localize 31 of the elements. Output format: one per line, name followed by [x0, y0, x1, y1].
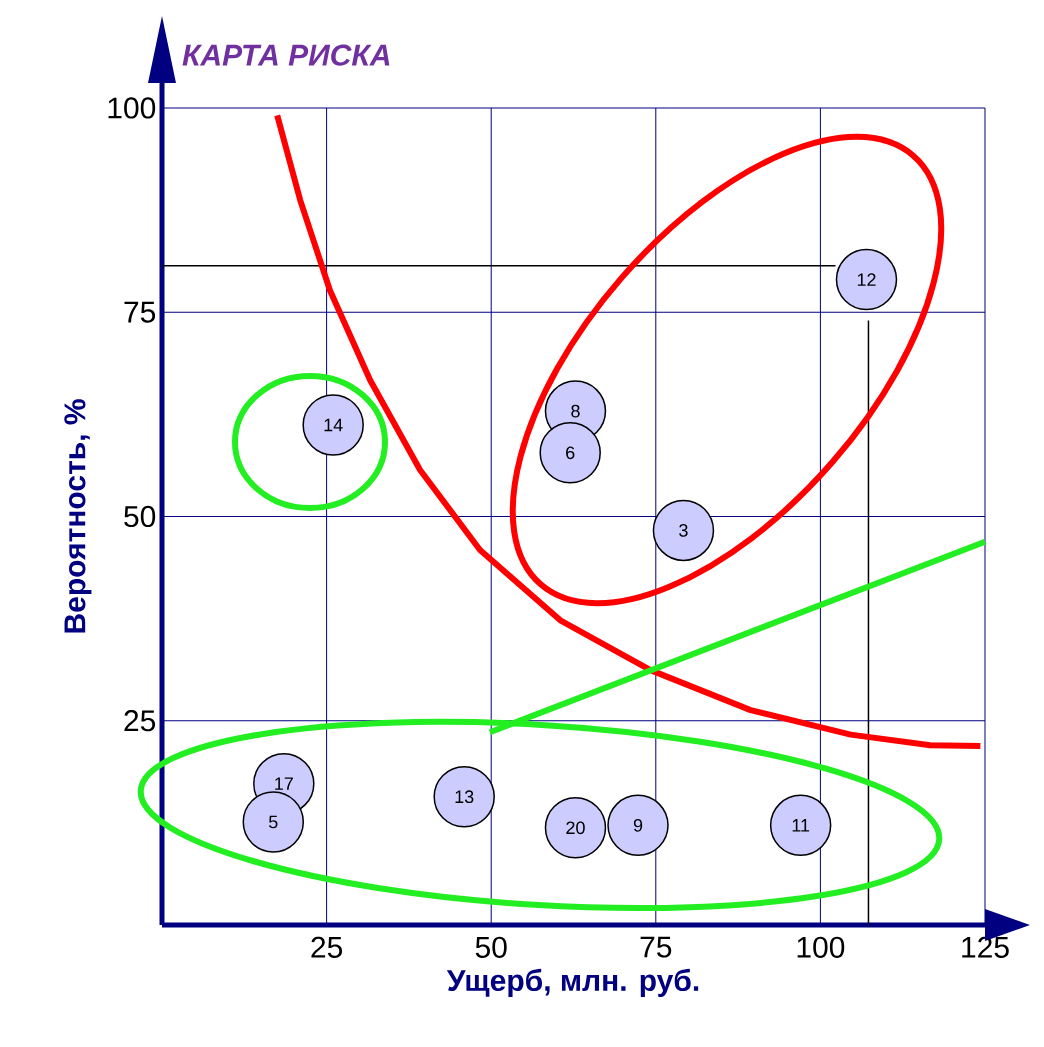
x-tick-label: 50 [475, 936, 507, 958]
point [835, 248, 898, 311]
y-tick-label: 100 [108, 97, 156, 119]
point [433, 765, 495, 828]
x-tick-label: 125 [962, 936, 1009, 958]
annotation: 13 [455, 790, 474, 804]
point [769, 794, 832, 857]
annotation: 20 [566, 821, 585, 835]
point [607, 794, 669, 857]
annotation: 6 [566, 446, 575, 460]
annotation: 14 [324, 418, 343, 432]
x-tick-label: 75 [640, 936, 672, 958]
annotation: 12 [857, 273, 876, 286]
point [539, 422, 601, 484]
point [242, 791, 305, 853]
annotation: 11 [792, 819, 810, 832]
y-axis-title: Вероятность, % [64, 399, 92, 633]
annotation: 5 [268, 815, 278, 829]
x-axis-title: Ущерб, млн. руб. [446, 968, 699, 997]
y-tick-label: 50 [124, 505, 156, 528]
y-tick-label: 25 [124, 710, 156, 732]
annotation: 8 [571, 404, 580, 418]
annotation: 3 [679, 524, 688, 537]
point [544, 797, 607, 859]
chart-title: КАРТА РИСКА [182, 44, 390, 66]
x-tick-label: 100 [797, 936, 845, 958]
y-tick-label: 75 [124, 301, 156, 323]
x-tick-label: 25 [311, 936, 343, 958]
point [652, 499, 715, 562]
annotation: 17 [275, 777, 293, 790]
annotation: 9 [633, 818, 643, 832]
